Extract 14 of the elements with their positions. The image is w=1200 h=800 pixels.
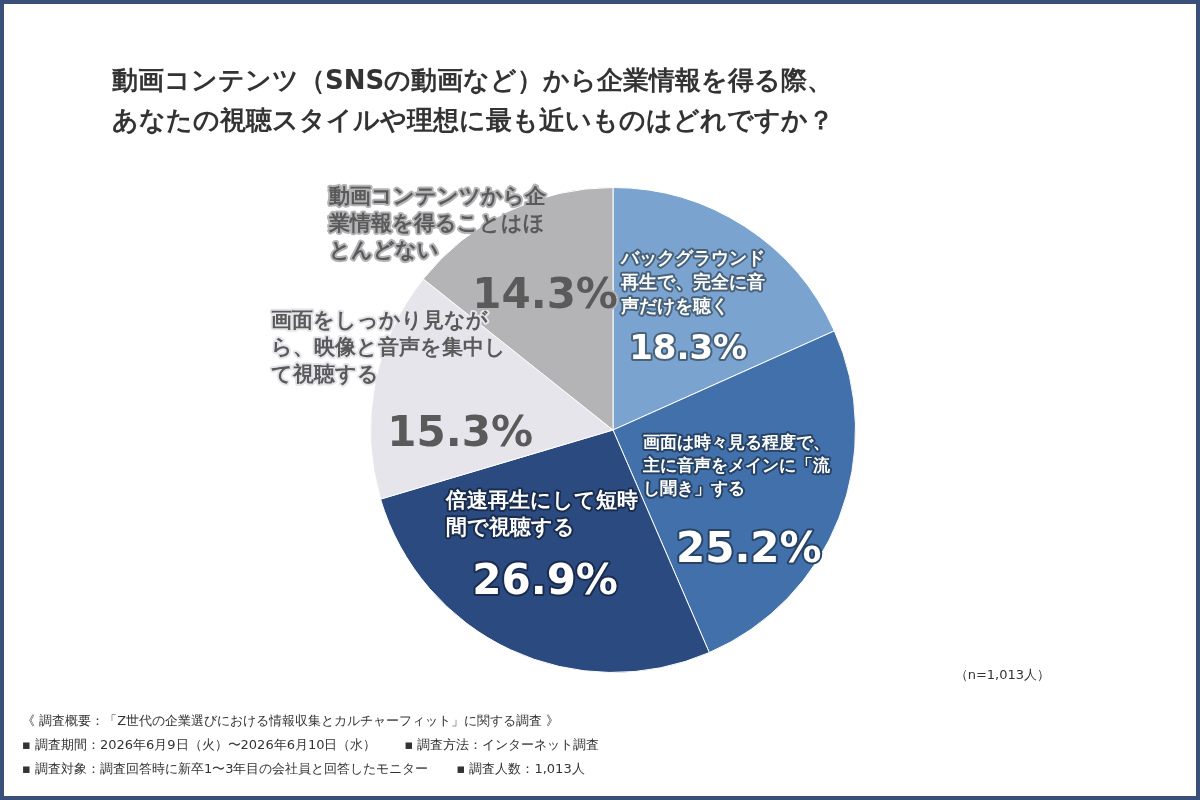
- slice-label: 倍速再生にして短時間で視聴する: [444, 487, 638, 539]
- data-label: 18.3%: [629, 326, 748, 367]
- slice-label: 画面は時々見る程度で、主に音声をメインに「流し聞き」する: [642, 431, 832, 498]
- text: ▪ 調査方法：インターネット調査: [404, 736, 600, 754]
- text: （n=1,013人）: [954, 666, 1050, 684]
- data-label: 26.9%: [472, 554, 618, 604]
- text: ▪ 調査期間：2026年6月9日（火）〜2026年6月10日（水）: [22, 736, 377, 754]
- data-label: 25.2%: [675, 523, 822, 573]
- text: 《 調査概要：「Z世代の企業選びにおける情報収集とカルチャーフィット」に関する調査 》: [22, 712, 561, 730]
- data-label: 15.3%: [387, 406, 534, 456]
- text: ▪ 調査対象：調査回答時に新卒1〜3年目の会社員と回答したモニター: [22, 760, 429, 778]
- chart-title: 動画コンテンツ（SNSの動画など）から企業情報を得る際、あなたの視聴スタイルや理想に最も近いものはどれですか？: [112, 64, 835, 138]
- slice-label: バックグラウンド再生で、完全に音声だけを聴く: [620, 247, 765, 317]
- text: ▪ 調査人数：1,013人: [456, 760, 585, 778]
